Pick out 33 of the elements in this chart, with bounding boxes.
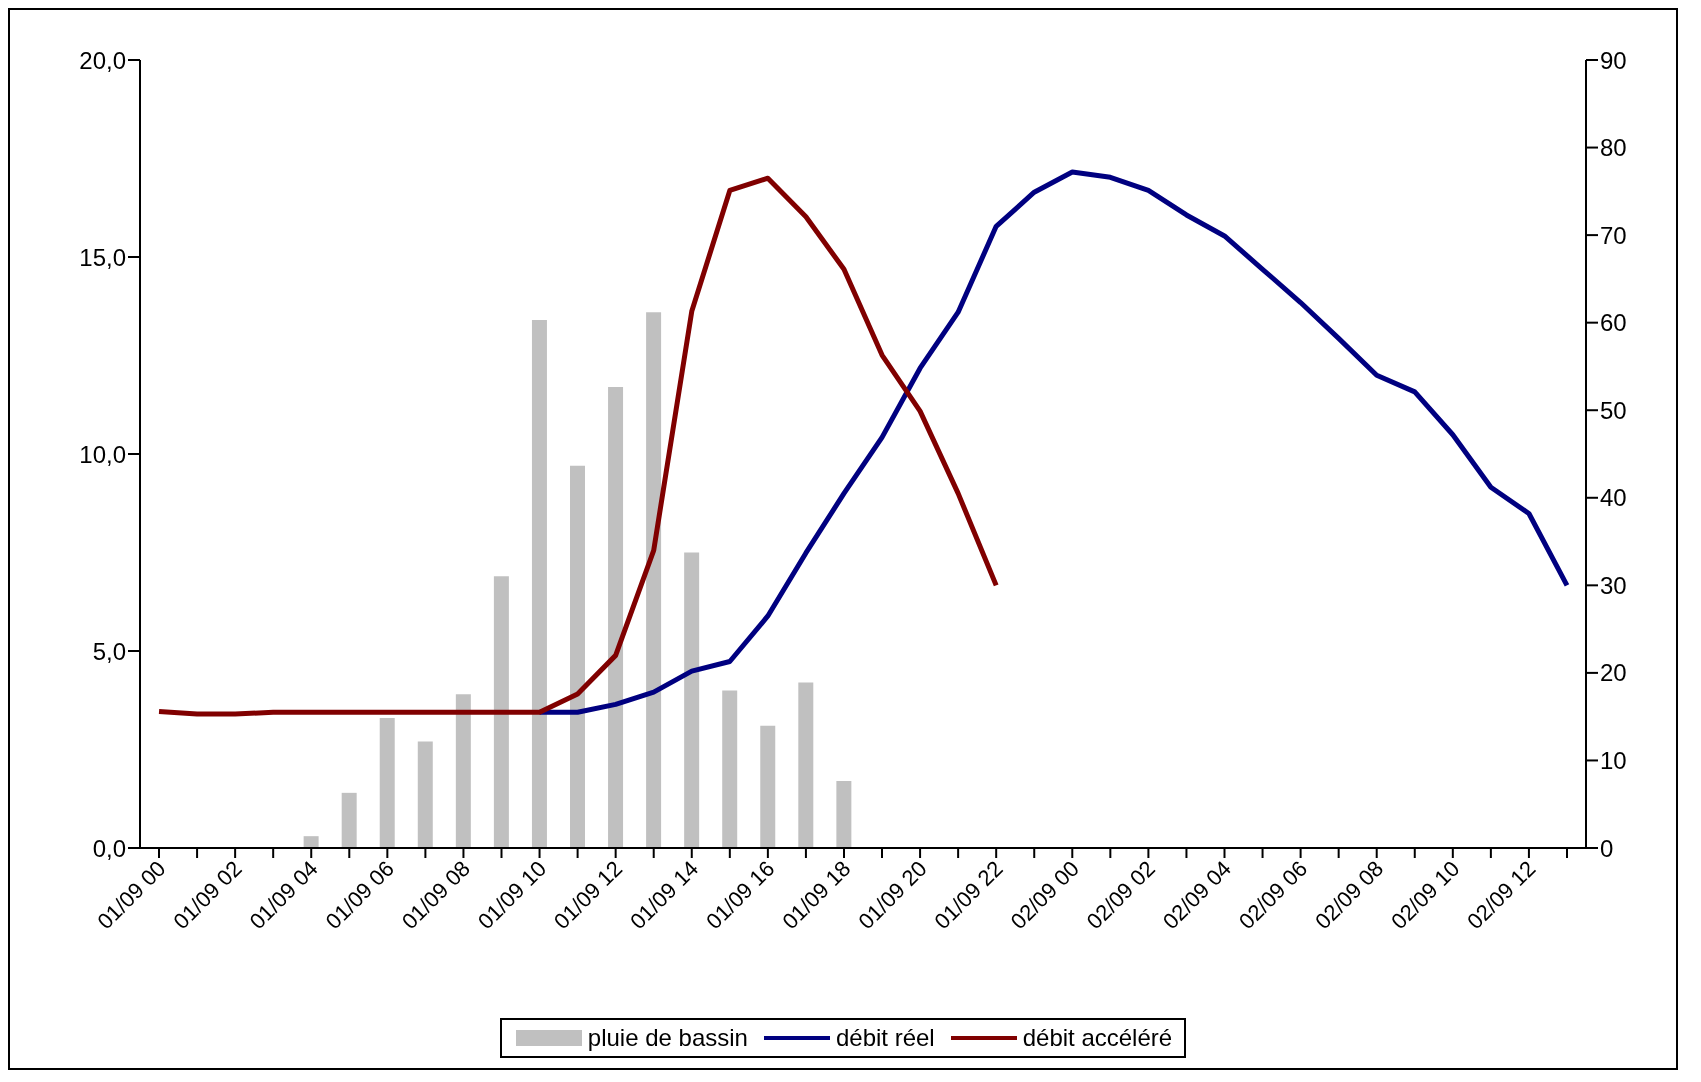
bar — [531, 320, 547, 848]
bar — [379, 717, 395, 848]
bar — [722, 690, 738, 848]
y2-tick-label: 80 — [1600, 134, 1627, 162]
y2-tick-label: 20 — [1600, 659, 1627, 687]
y-tick-label: 15,0 — [79, 243, 126, 271]
bar — [493, 576, 509, 848]
y2-tick-label: 60 — [1600, 309, 1627, 337]
y-tick-label: 20,0 — [79, 46, 126, 74]
y2-tick-label: 30 — [1600, 571, 1627, 599]
y-tick-label: 10,0 — [79, 440, 126, 468]
y2-tick-label: 0 — [1600, 834, 1614, 862]
legend-label: débit accéléré — [1022, 1024, 1173, 1052]
y2-tick-label: 90 — [1600, 46, 1627, 74]
bar — [760, 725, 776, 848]
bar — [341, 792, 357, 848]
y2-tick-label: 50 — [1600, 396, 1627, 424]
y-tick-label: 5,0 — [92, 637, 126, 665]
bar — [417, 741, 433, 848]
bar — [684, 552, 700, 848]
bar — [646, 312, 662, 848]
y2-tick-label: 10 — [1600, 746, 1627, 774]
bar — [455, 694, 471, 848]
y-tick-label: 0,0 — [92, 834, 126, 862]
bar — [569, 465, 585, 848]
bar — [798, 682, 814, 848]
bar — [303, 836, 319, 848]
y2-tick-label: 40 — [1600, 484, 1627, 512]
legend-label: débit réel — [835, 1024, 935, 1052]
y2-tick-label: 70 — [1600, 221, 1627, 249]
bar — [608, 387, 624, 848]
bar — [836, 781, 852, 848]
legend-label: pluie de bassin — [587, 1024, 748, 1052]
